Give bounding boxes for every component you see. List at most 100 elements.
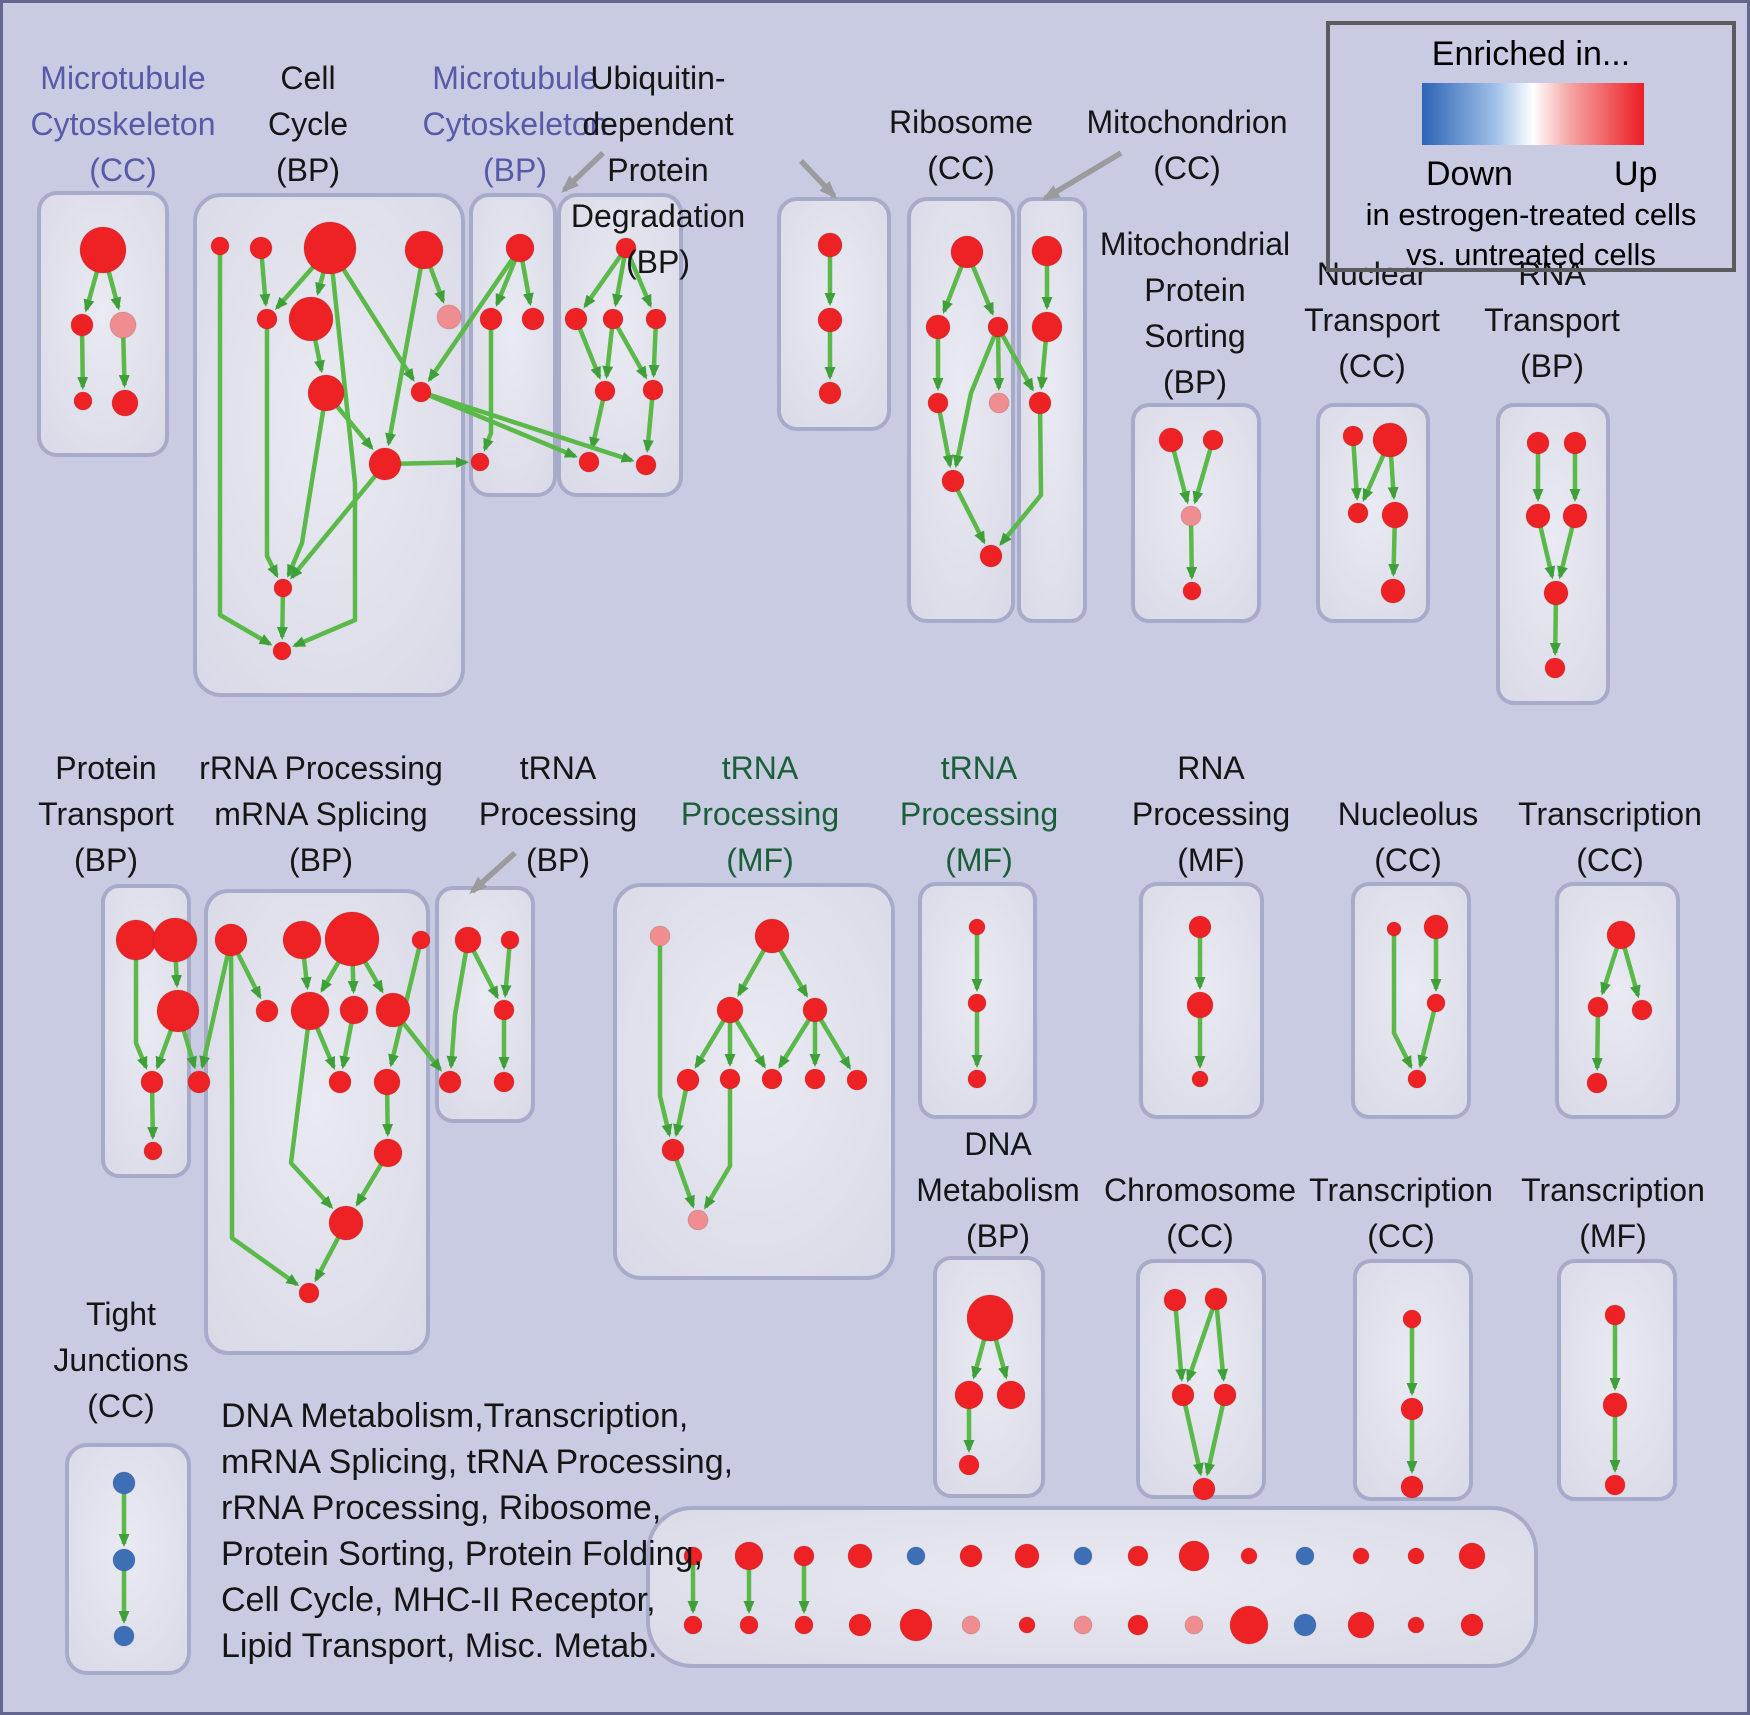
misc-node-25	[1229, 1605, 1269, 1645]
ubiquitin-1-node-6	[578, 451, 600, 473]
legend-down-label: Down	[1426, 155, 1513, 193]
trna-mf-big-node-2	[716, 996, 744, 1024]
mito-sorting-edge	[1186, 515, 1198, 581]
misc-node-16	[739, 1615, 759, 1635]
network-canvas	[37, 150, 1680, 1675]
microtubule-bp-node-1	[479, 307, 503, 331]
cell-cycle-node-3	[404, 230, 444, 270]
nuclear-transport-node-4	[1380, 578, 1406, 604]
misc-node-24	[1184, 1615, 1204, 1635]
chromosome-edge	[1180, 1394, 1204, 1477]
cell-cycle-node-4	[256, 308, 278, 330]
ubiquitin-1-node-3	[645, 308, 667, 330]
ribosome-node-5	[941, 469, 965, 493]
rna-transport-node-0	[1526, 431, 1550, 455]
misc-node-27	[1347, 1611, 1375, 1639]
misc-node-11	[1295, 1546, 1315, 1566]
nucleolus-node-2	[1426, 993, 1446, 1013]
cell-cycle-edge	[286, 392, 329, 578]
legend-subtitle-line1: in estrogen-treated cells	[1365, 197, 1697, 232]
transcription-mf-bot-node-1	[1602, 1392, 1628, 1418]
rrna-mrna-edge	[228, 939, 300, 1287]
ubiquitin-1-node-2	[602, 308, 624, 330]
legend-title: Enriched in...	[1431, 35, 1631, 73]
ribosome-edge	[952, 326, 1001, 469]
trna-bp-node-3	[438, 1070, 462, 1094]
tight-junctions-node-1	[112, 1548, 136, 1572]
transcription-cc-mid-edge	[1591, 1006, 1603, 1071]
trna-mf-small-node-0	[968, 918, 986, 936]
chromosome-node-1	[1204, 1287, 1228, 1311]
trna-bp-node-2	[493, 999, 515, 1021]
mito-sorting-node-1	[1202, 429, 1224, 451]
nuclear-transport-node-3	[1381, 501, 1409, 529]
misc-node-14	[1458, 1542, 1486, 1570]
transcription-cc-mid-node-2	[1631, 999, 1653, 1021]
trna-bp-node-0	[454, 926, 482, 954]
mitochondrion-node-1	[1031, 311, 1063, 343]
transcription-mf-bot-node-2	[1604, 1474, 1626, 1496]
cell-cycle-node-8	[410, 381, 432, 403]
protein-transport-node-2	[156, 989, 200, 1033]
microtubule-bp-node-3	[470, 452, 490, 472]
trna-mf-big-node-5	[719, 1068, 741, 1090]
trna-bp-edge	[446, 939, 471, 1070]
misc-node-8	[1127, 1545, 1149, 1567]
microtubule-bp-node-0	[505, 233, 535, 263]
trna-mf-big-node-6	[761, 1068, 783, 1090]
rrna-mrna-node-2	[324, 911, 380, 967]
misc-node-19	[899, 1608, 933, 1642]
trna-mf-big-edge	[657, 936, 673, 1138]
cell-cycle-node-2	[303, 221, 357, 275]
trna-bp-node-1	[500, 930, 520, 950]
rrna-mrna-node-6	[290, 991, 330, 1031]
misc-node-23	[1127, 1614, 1149, 1636]
trna-mf-small-node-1	[967, 993, 987, 1013]
misc-box	[646, 1506, 1538, 1668]
tight-junctions-node-0	[112, 1471, 136, 1495]
ubiquitin-1-node-4	[594, 380, 616, 402]
rna-proc-mf-node-2	[1191, 1070, 1209, 1088]
rrna-mrna-node-10	[373, 1068, 401, 1096]
ubiquitin-1-edge	[642, 389, 656, 454]
tight-junctions-node-2	[113, 1625, 135, 1647]
protein-transport-edge	[133, 940, 149, 1070]
legend-subtitle-line2: vs. untreated cells	[1406, 237, 1656, 272]
ribosome-node-0	[950, 235, 984, 269]
chromosome-edge	[1172, 1299, 1187, 1383]
rrna-mrna-edge	[288, 1010, 334, 1209]
mito-sorting-node-2	[1180, 505, 1202, 527]
trna-mf-big-node-10	[687, 1209, 709, 1231]
ribosome-edge	[935, 402, 954, 469]
misc-node-21	[1018, 1616, 1036, 1634]
dna-metab-node-1	[954, 1380, 984, 1410]
rna-proc-mf-node-0	[1188, 915, 1212, 939]
trna-bp-node-4	[493, 1071, 515, 1093]
ubiquitin-1-node-7	[635, 454, 657, 476]
protein-transport-node-0	[115, 919, 157, 961]
ubiquitin-1-node-0	[615, 237, 637, 259]
misc-node-4	[906, 1546, 926, 1566]
nucleolus-node-0	[1386, 921, 1402, 937]
misc-node-9	[1178, 1540, 1210, 1572]
cell-cycle-edge	[264, 319, 279, 579]
protein-transport-node-3	[140, 1070, 164, 1094]
dna-metab-node-3	[958, 1454, 980, 1476]
nuclear-transport-node-0	[1342, 425, 1364, 447]
nucleolus-edge	[1417, 1002, 1439, 1069]
misc-node-3	[847, 1543, 873, 1569]
microtubule-bp-edge	[482, 319, 494, 452]
microtubule-cc-node-1	[70, 313, 94, 337]
misc-node-6	[1014, 1543, 1040, 1569]
misc-node-0	[683, 1546, 703, 1566]
misc-node-20	[961, 1615, 981, 1635]
legend: Enriched in... Down Up in estrogen-treat…	[1326, 21, 1736, 272]
transcription-cc-bot-node-0	[1402, 1309, 1422, 1329]
ubiquitin-1-node-1	[564, 307, 588, 331]
rrna-mrna-node-13	[298, 1282, 320, 1304]
misc-node-2	[793, 1545, 815, 1567]
mitochondrion-node-0	[1031, 235, 1063, 267]
misc-cluster-description: DNA Metabolism,Transcription, mRNA Splic…	[221, 1397, 734, 1665]
ribosome-node-6	[979, 544, 1003, 568]
rna-transport-node-5	[1544, 657, 1566, 679]
